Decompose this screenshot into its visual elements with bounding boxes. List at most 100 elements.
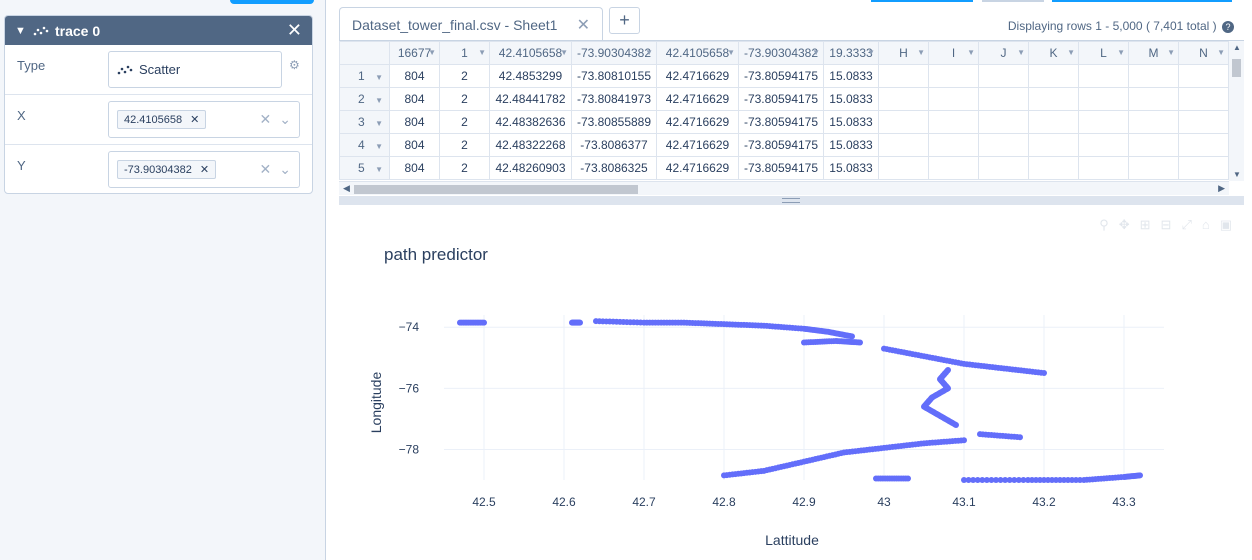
sort-arrow-icon[interactable]: ▼ [917, 48, 925, 57]
column-header[interactable]: N ▼ [1178, 41, 1229, 65]
grid-cell[interactable] [1028, 156, 1079, 180]
data-point[interactable] [1015, 477, 1022, 483]
sort-arrow-icon[interactable]: ▼ [560, 48, 568, 57]
scroll-down-icon[interactable]: ▼ [1233, 170, 1241, 179]
sort-arrow-icon[interactable]: ▼ [812, 48, 820, 57]
scroll-up-icon[interactable]: ▲ [1233, 43, 1241, 52]
grid-cell[interactable] [978, 110, 1029, 134]
data-point[interactable] [577, 319, 583, 326]
clear-icon[interactable]: ✕ [259, 111, 272, 127]
row-number[interactable]: 4 ▼ [339, 133, 390, 157]
grid-cell[interactable] [1028, 110, 1079, 134]
column-header[interactable]: M ▼ [1128, 41, 1179, 65]
grid-cell[interactable] [878, 133, 929, 157]
grid-cell[interactable]: -73.80810155 [571, 64, 657, 88]
grid-cell[interactable] [1178, 110, 1229, 134]
grid-cell[interactable]: -73.80594175 [738, 87, 824, 111]
grid-cell[interactable]: 2 [439, 87, 490, 111]
grid-cell[interactable]: 42.4853299 [489, 64, 572, 88]
grid-cell[interactable]: 42.4716629 [656, 110, 739, 134]
grid-cell[interactable] [1128, 156, 1179, 180]
data-point[interactable] [965, 477, 972, 483]
grid-cell[interactable] [928, 110, 979, 134]
grid-cell[interactable]: 2 [439, 133, 490, 157]
grid-cell[interactable]: 42.4716629 [656, 64, 739, 88]
camera-icon[interactable]: ▣ [1219, 217, 1232, 232]
data-point[interactable] [857, 339, 863, 346]
scroll-left-icon[interactable]: ◀ [343, 183, 350, 193]
grid-cell[interactable]: 15.0833 [823, 64, 879, 88]
data-point[interactable] [961, 477, 967, 483]
close-icon[interactable]: ✕ [286, 20, 302, 40]
grid-cell[interactable] [928, 87, 979, 111]
grid-cell[interactable]: 42.4716629 [656, 156, 739, 180]
data-point[interactable] [1002, 477, 1009, 483]
grid-cell[interactable]: 42.4716629 [656, 133, 739, 157]
grid-cell[interactable] [1128, 64, 1179, 88]
grid-cell[interactable]: 42.48260903 [489, 156, 572, 180]
grid-cell[interactable] [1028, 64, 1079, 88]
data-point[interactable] [1137, 472, 1143, 479]
column-header[interactable]: 42.4105658 ▼ [656, 41, 739, 65]
grid-cell[interactable] [1128, 87, 1179, 111]
add-sheet-button[interactable]: + [609, 7, 640, 34]
data-point[interactable] [1017, 434, 1023, 441]
top-button-stub[interactable] [871, 0, 973, 2]
grid-cell[interactable]: 804 [389, 87, 440, 111]
grid-cell[interactable]: 2 [439, 156, 490, 180]
chevron-down-icon[interactable]: ▼ [15, 24, 26, 37]
column-header[interactable]: 42.4105658 ▼ [489, 41, 572, 65]
row-number[interactable]: 1 ▼ [339, 64, 390, 88]
trace-header[interactable]: ▼ trace 0 ✕ [5, 16, 312, 45]
grid-cell[interactable]: 42.48441782 [489, 87, 572, 111]
grid-cell[interactable] [928, 64, 979, 88]
sort-arrow-icon[interactable]: ▼ [727, 48, 735, 57]
sort-arrow-icon[interactable]: ▼ [1017, 48, 1025, 57]
help-icon[interactable]: ? [1222, 21, 1234, 33]
data-point[interactable] [721, 472, 727, 479]
column-header[interactable]: H ▼ [878, 41, 929, 65]
grid-cell[interactable] [1078, 156, 1129, 180]
grid-cell[interactable] [1078, 64, 1129, 88]
sort-arrow-icon[interactable]: ▼ [867, 48, 875, 57]
scatter-plot[interactable]: 42.5 42.6 42.7 42.8 42.9 43 43.1 43.2 43.3 −74 −76… [339, 205, 1244, 560]
grid-cell[interactable] [1028, 87, 1079, 111]
data-point[interactable] [849, 333, 855, 340]
data-point[interactable] [979, 477, 986, 483]
data-point[interactable] [997, 477, 1004, 483]
grid-cell[interactable]: 15.0833 [823, 110, 879, 134]
grid-cell[interactable]: -73.80594175 [738, 133, 824, 157]
data-point[interactable] [905, 475, 911, 482]
data-point[interactable] [983, 477, 990, 483]
close-icon[interactable]: ✕ [576, 16, 590, 34]
grid-cell[interactable] [1178, 87, 1229, 111]
zoom-in-icon[interactable]: ⊞ [1139, 217, 1151, 232]
grid-cell[interactable]: 2 [439, 110, 490, 134]
column-header[interactable]: -73.90304382 ▼ [571, 41, 657, 65]
column-header[interactable]: J ▼ [978, 41, 1029, 65]
sort-arrow-icon[interactable]: ▼ [428, 48, 436, 57]
grid-cell[interactable]: 804 [389, 64, 440, 88]
horizontal-scrollbar[interactable]: ◀ ▶ [339, 181, 1229, 195]
gear-icon[interactable]: ⚙ [289, 58, 300, 72]
vertical-scrollbar[interactable]: ▲ ▼ [1229, 41, 1244, 181]
grid-cell[interactable] [978, 87, 1029, 111]
reset-axes-icon[interactable]: ⌂ [1201, 217, 1210, 232]
y-column-select[interactable]: -73.90304382 ✕ ✕ ⌄ [108, 151, 300, 188]
grid-cell[interactable] [1078, 87, 1129, 111]
row-menu-icon[interactable]: ▼ [375, 96, 383, 105]
grid-cell[interactable]: -73.8086325 [571, 156, 657, 180]
grid-cell[interactable]: 804 [389, 156, 440, 180]
sort-arrow-icon[interactable]: ▼ [1167, 48, 1175, 57]
type-select[interactable]: Scatter [108, 51, 282, 88]
grid-cell[interactable]: 804 [389, 110, 440, 134]
sort-arrow-icon[interactable]: ▼ [967, 48, 975, 57]
row-menu-icon[interactable]: ▼ [375, 119, 383, 128]
grid-cell[interactable]: -73.8086377 [571, 133, 657, 157]
pan-icon[interactable]: ✥ [1118, 217, 1130, 232]
autoscale-icon[interactable]: ⤢ [1181, 217, 1192, 232]
grid-cell[interactable] [1078, 133, 1129, 157]
column-header[interactable]: 19.3333 ▼ [823, 41, 879, 65]
grid-cell[interactable] [928, 133, 979, 157]
grid-cell[interactable]: 42.48322268 [489, 133, 572, 157]
